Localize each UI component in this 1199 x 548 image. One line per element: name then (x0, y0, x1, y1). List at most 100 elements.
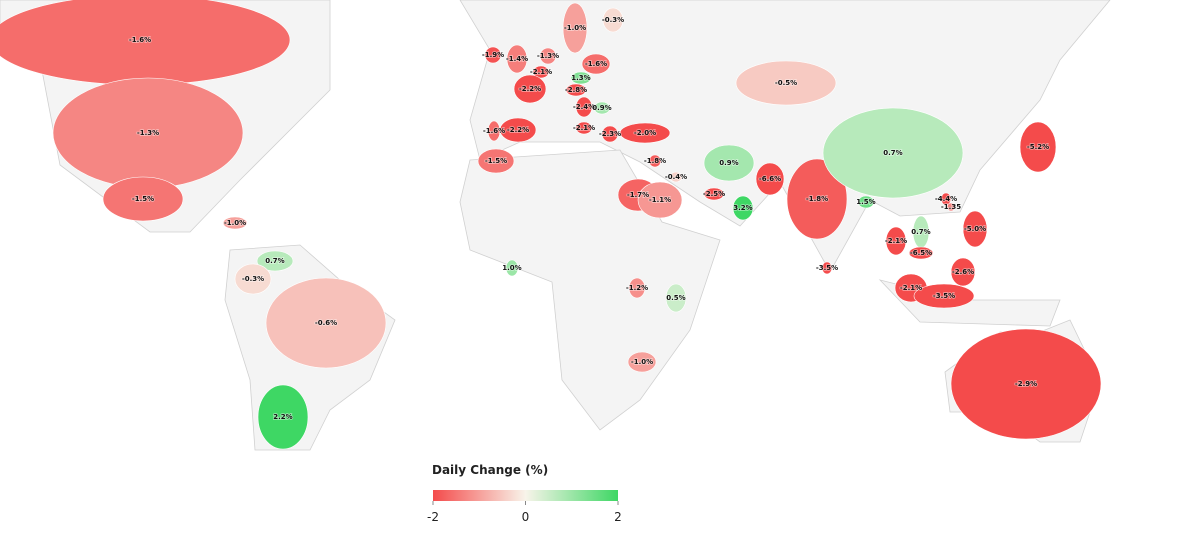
region-label: -1.35 (941, 203, 961, 211)
region-label: -2.5% (703, 190, 725, 198)
region-label: -2.8% (565, 86, 587, 94)
legend-tick-label: -2 (427, 510, 439, 524)
region (786, 158, 848, 240)
region-label: -3.5% (933, 292, 955, 300)
region (1019, 121, 1057, 173)
region (946, 202, 956, 212)
region (755, 162, 785, 196)
region (581, 53, 611, 75)
region (703, 187, 725, 201)
region-label: -6.5% (910, 249, 932, 257)
region-label: -1.0% (564, 24, 586, 32)
region (913, 283, 975, 309)
region-label: -0.3% (602, 16, 624, 24)
region (575, 96, 593, 118)
region-label: -1.5% (132, 195, 154, 203)
region-label: -1.0% (224, 219, 246, 227)
region (735, 60, 837, 106)
region-label: -0.3% (242, 275, 264, 283)
region-label: -1.8% (644, 157, 666, 165)
region-label: -2.1% (573, 124, 595, 132)
region (499, 117, 537, 143)
region (822, 107, 964, 199)
region-label: -1.8% (806, 195, 828, 203)
region-label: -1.9% (482, 51, 504, 59)
region (562, 2, 588, 54)
region-label: 1.0% (502, 264, 521, 272)
region (102, 176, 184, 222)
region-label: -5.2% (1027, 143, 1049, 151)
region (950, 328, 1102, 440)
region-label: 3.2% (733, 204, 752, 212)
region (575, 121, 593, 135)
region-label: -1.0% (631, 358, 653, 366)
region (627, 351, 657, 373)
region-label: -1.6% (483, 127, 505, 135)
region-label: 0.9% (719, 159, 738, 167)
region (628, 277, 646, 299)
region-label: 0.9% (592, 104, 611, 112)
region-label: -1.1% (649, 196, 671, 204)
region-label: -2.0% (634, 129, 656, 137)
region-label: -1.5% (485, 157, 507, 165)
region-label: -3.5% (816, 264, 838, 272)
region-label: -0.4% (665, 173, 687, 181)
region (477, 148, 515, 174)
region-label: -2.1% (530, 68, 552, 76)
region (665, 283, 687, 313)
region (265, 277, 387, 369)
region (703, 144, 755, 182)
region (602, 7, 624, 33)
legend-tick-label: 0 (522, 510, 530, 524)
region-label: -0.5% (775, 79, 797, 87)
region (532, 65, 550, 79)
region-label: -1.6% (129, 36, 151, 44)
region (257, 384, 309, 450)
region-label: 0.5% (666, 294, 685, 302)
region (505, 259, 519, 277)
region (570, 71, 592, 85)
region (565, 83, 587, 97)
legend-ticks: -2 0 2 (427, 501, 622, 524)
region (484, 46, 502, 64)
legend-tick-label: 2 (614, 510, 622, 524)
region (648, 154, 662, 168)
region-label: -5.0% (964, 225, 986, 233)
region (885, 226, 907, 256)
region-label: -4.4% (935, 195, 957, 203)
region (908, 246, 934, 260)
legend-title: Daily Change (%) (432, 463, 548, 477)
region (821, 261, 833, 275)
region-labels: -1.6% -1.3% -1.5% -1.0% 0.7% -0.3% -0.6% 2.2% -1… (128, 15, 1050, 422)
region (732, 195, 754, 221)
region-label: -0.6% (315, 319, 337, 327)
region (601, 125, 619, 143)
region-label: -2.1% (885, 237, 907, 245)
region-label: -2.6% (952, 268, 974, 276)
region (669, 171, 683, 183)
region (857, 195, 875, 209)
region-label: 0.7% (883, 149, 902, 157)
region-label: -2.1% (900, 284, 922, 292)
region-label: 1.3% (571, 74, 590, 82)
region (513, 74, 547, 104)
region-label: -2.9% (1015, 380, 1037, 388)
region-label: -1.4% (506, 55, 528, 63)
region (222, 216, 248, 230)
region-label: -1.7% (627, 191, 649, 199)
region-label: -1.2% (626, 284, 648, 292)
region-label: -1.3% (537, 52, 559, 60)
region-label: 1.5% (856, 198, 875, 206)
legend-colorbar (433, 490, 618, 501)
region (234, 263, 272, 295)
region-label: -2.2% (519, 85, 541, 93)
region (950, 257, 976, 287)
region (256, 250, 294, 272)
region-label: 2.2% (273, 413, 292, 421)
region (637, 181, 683, 219)
region-label: 0.7% (265, 257, 284, 265)
regions (0, 0, 1102, 450)
region (506, 44, 528, 74)
region-label: -2.3% (599, 130, 621, 138)
region-label: -2.4% (573, 103, 595, 111)
